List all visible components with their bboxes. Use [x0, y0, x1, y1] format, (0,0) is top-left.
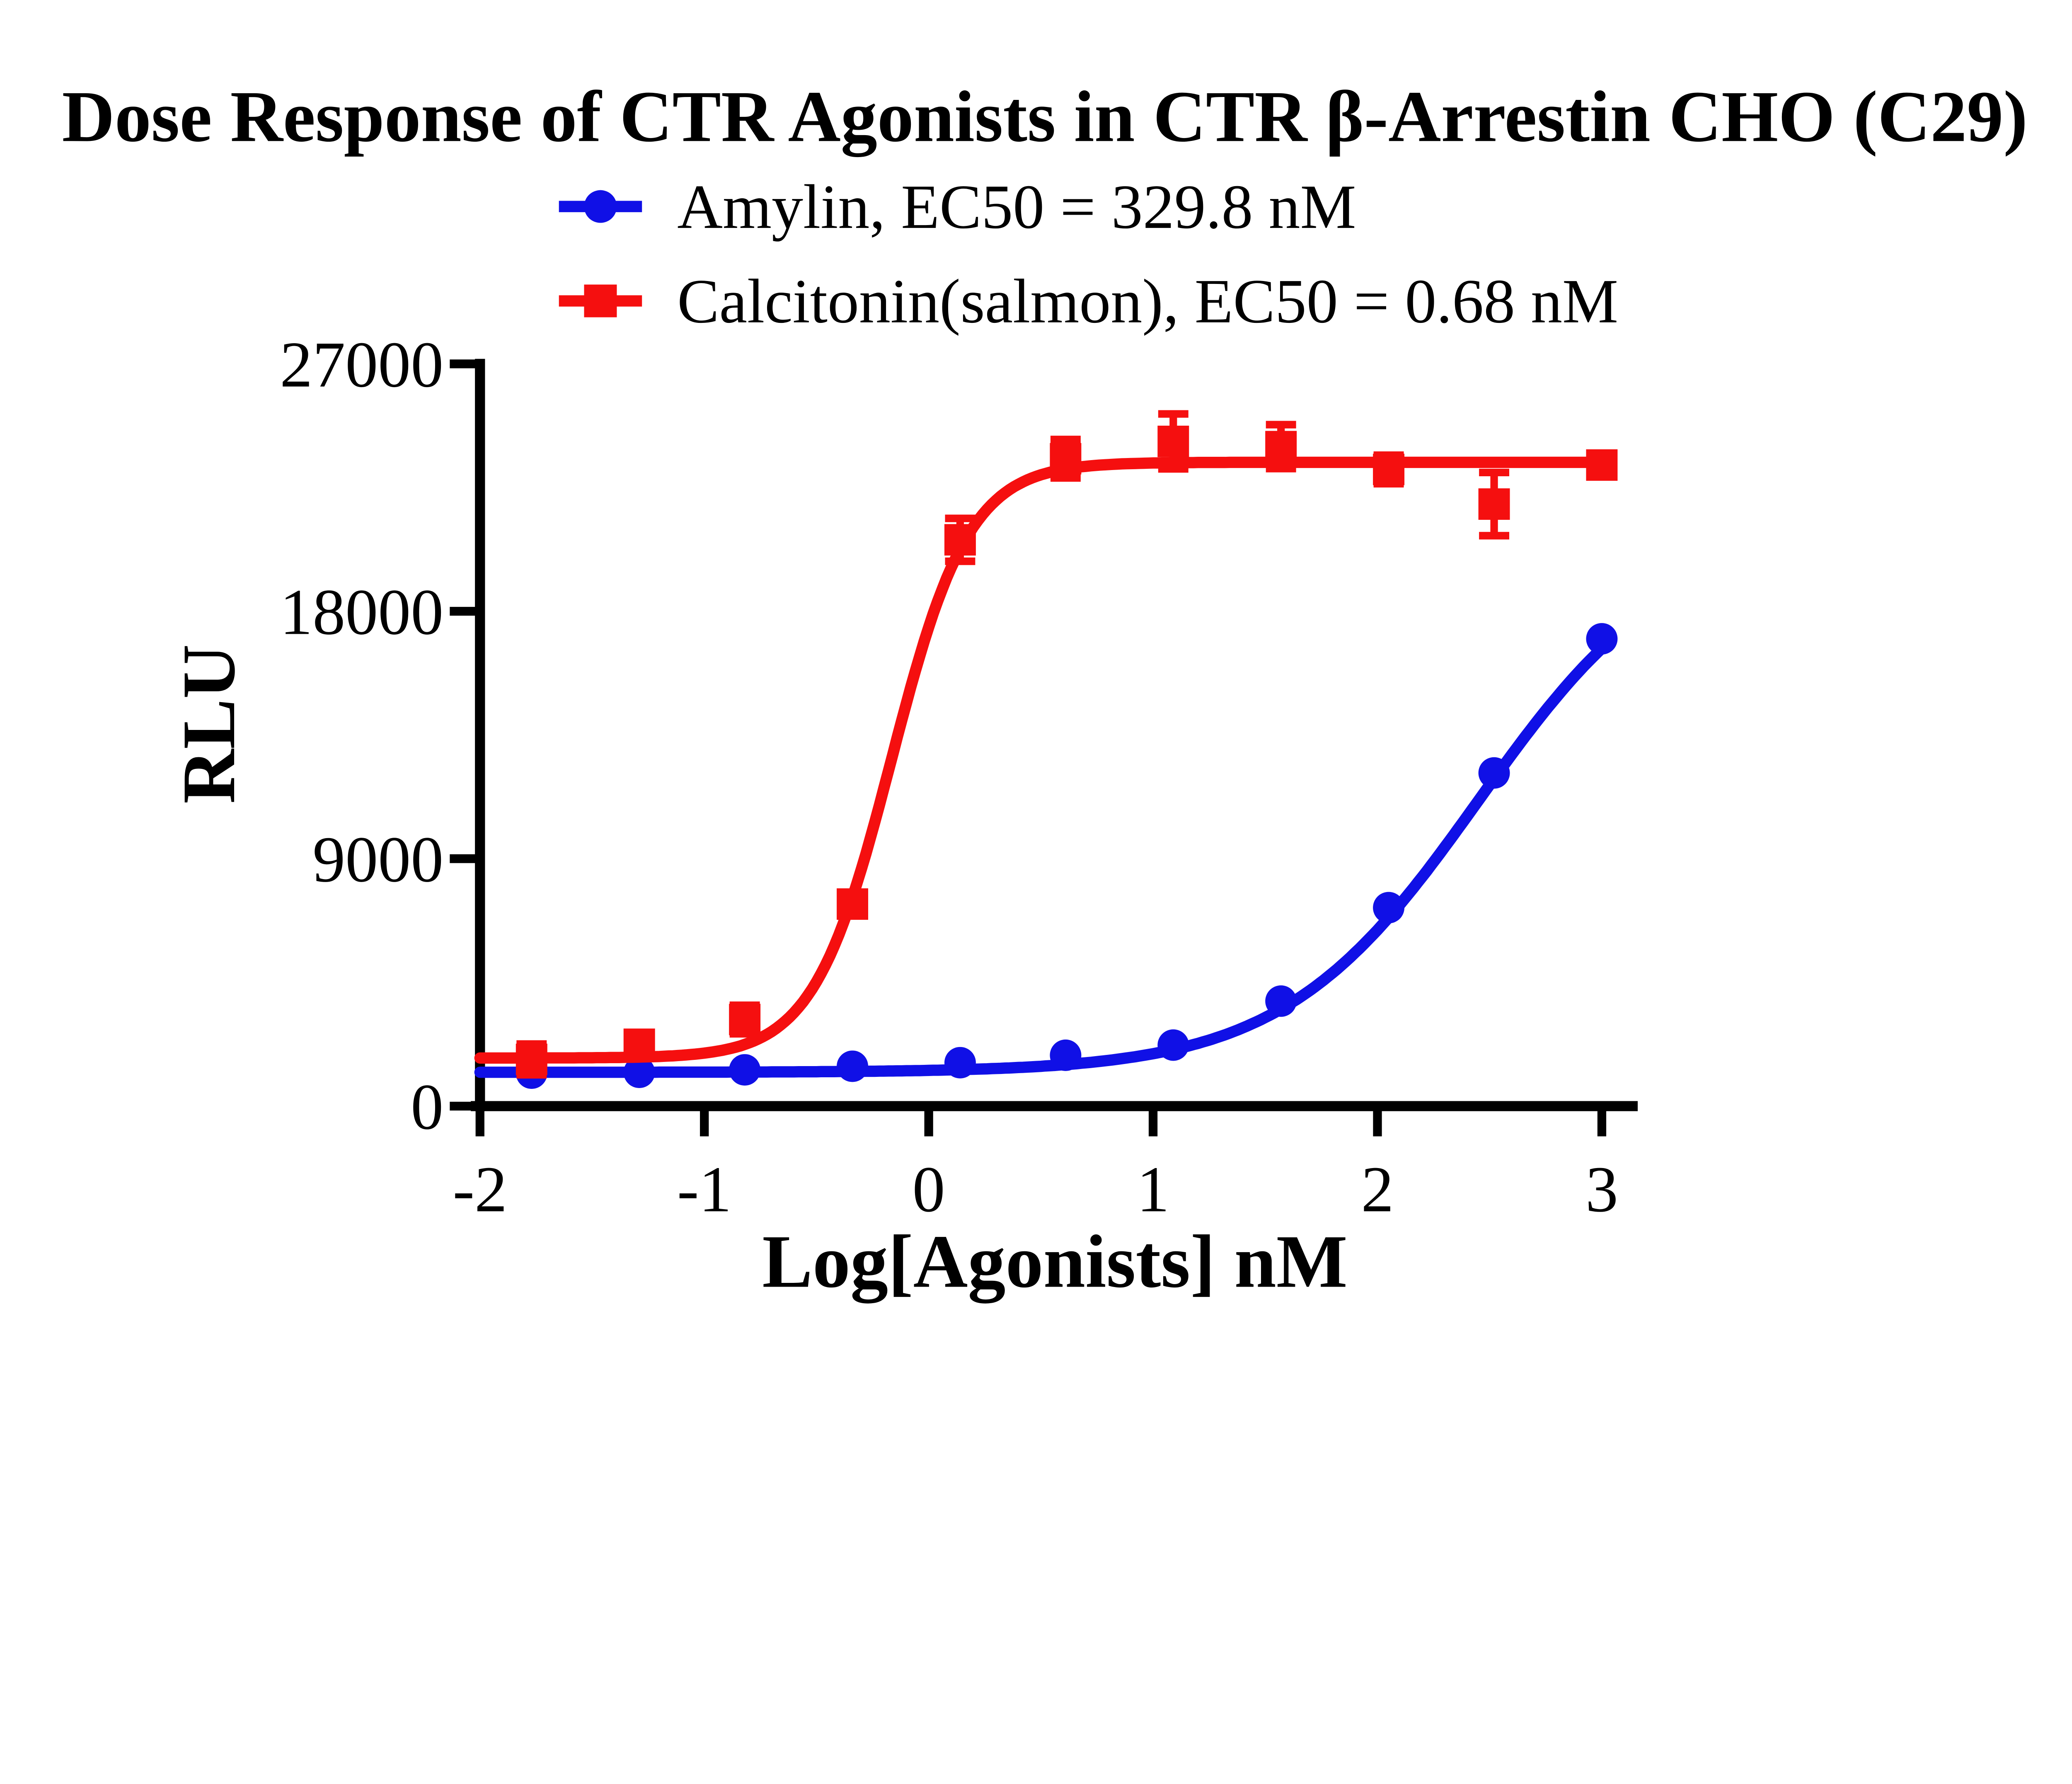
data-point-circle — [1157, 1029, 1189, 1061]
legend-marker-circle — [584, 190, 617, 223]
y-axis-title: RLU — [167, 644, 251, 804]
data-point-square — [1265, 431, 1297, 463]
data-point-circle — [944, 1047, 976, 1079]
x-tick-label: -1 — [677, 1153, 732, 1226]
legend-label-calcitonin: Calcitonin(salmon), EC50 = 0.68 nM — [677, 267, 1618, 336]
ticks-layer: -2 -1 0 1 2 3 0 9000 18000 27000 — [280, 329, 1618, 1226]
data-point-circle — [837, 1050, 869, 1082]
data-point-square — [1586, 449, 1618, 481]
data-point-circle — [1586, 623, 1618, 655]
data-point-circle — [1478, 757, 1510, 789]
legend-label-amylin: Amylin, EC50 = 329.8 nM — [677, 172, 1356, 242]
legend: Amylin, EC50 = 329.8 nM Calcitonin(salmo… — [559, 172, 1618, 336]
data-point-square — [1157, 425, 1189, 457]
y-tick-label: 0 — [411, 1071, 443, 1143]
x-tick-label: 1 — [1137, 1153, 1169, 1226]
chart-title: Dose Response of CTR Agonists in CTR β-A… — [62, 76, 2028, 157]
data-point-circle — [1373, 892, 1405, 924]
y-tick-label: 27000 — [280, 329, 443, 401]
data-point-circle — [1050, 1039, 1082, 1071]
x-tick-label: -2 — [453, 1153, 507, 1226]
data-point-square — [1373, 453, 1405, 485]
x-tick-label: 2 — [1361, 1153, 1394, 1226]
y-tick-label: 18000 — [280, 576, 443, 648]
x-tick-label: 3 — [1585, 1153, 1618, 1226]
data-point-square — [1478, 488, 1510, 520]
data-point-circle — [623, 1057, 655, 1088]
data-point-square — [623, 1028, 655, 1060]
fit-curve — [474, 642, 1608, 1078]
data-point-square — [729, 1004, 761, 1035]
x-axis-title: Log[Agonists] nM — [762, 1220, 1348, 1303]
legend-item-calcitonin: Calcitonin(salmon), EC50 = 0.68 nM — [559, 267, 1618, 336]
series-calcitonin-salmon- — [474, 410, 1618, 1079]
data-point-square — [837, 888, 869, 920]
data-point-square — [944, 524, 976, 556]
x-tick-label: 0 — [913, 1153, 945, 1226]
fit-curve — [474, 456, 1608, 1064]
data-point-circle — [729, 1054, 761, 1086]
y-tick-label: 9000 — [312, 823, 443, 896]
data-point-circle — [1265, 985, 1297, 1017]
series-layer — [474, 410, 1618, 1089]
legend-marker-square — [584, 284, 617, 318]
data-point-square — [1050, 443, 1082, 475]
series-amylin — [474, 623, 1618, 1089]
dose-response-chart: Dose Response of CTR Agonists in CTR β-A… — [62, 76, 2028, 1304]
data-point-square — [516, 1043, 547, 1075]
legend-item-amylin: Amylin, EC50 = 329.8 nM — [559, 172, 1356, 242]
